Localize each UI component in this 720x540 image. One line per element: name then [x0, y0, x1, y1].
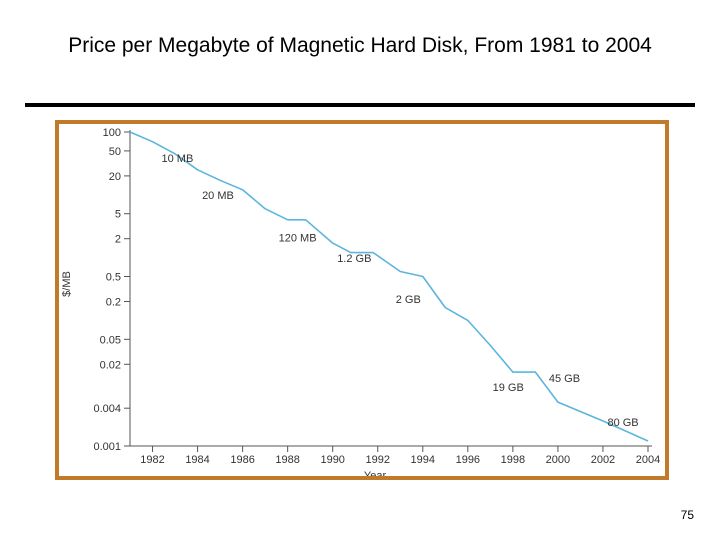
y-tick-label: 0.004: [93, 403, 121, 415]
x-tick-label: 2000: [546, 454, 570, 466]
capacity-label: 19 GB: [493, 382, 524, 394]
x-tick-label: 1984: [185, 454, 209, 466]
y-tick-label: 100: [103, 127, 121, 139]
y-tick-label: 0.001: [93, 441, 121, 453]
chart-frame: 100 50 20 5 2 0.5 0.2 0.05 0.02 0.004 0.001 1982 198…: [55, 120, 669, 480]
y-tick-label: 2: [115, 234, 121, 246]
y-tick-label: 20: [109, 171, 121, 183]
y-tick-label: 0.5: [106, 272, 121, 284]
x-tick-label: 1996: [456, 454, 480, 466]
page-number: 75: [680, 508, 694, 522]
x-tick-label: 1994: [411, 454, 435, 466]
capacity-label: 45 GB: [549, 373, 580, 385]
x-tick-label: 1998: [501, 454, 525, 466]
x-tick-label: 1982: [140, 454, 164, 466]
x-tick-label: 1990: [320, 454, 344, 466]
price-per-mb-chart: 100 50 20 5 2 0.5 0.2 0.05 0.02 0.004 0.001 1982 198…: [61, 127, 660, 476]
x-tick-label: 2002: [591, 454, 615, 466]
x-tick-label: 2004: [636, 454, 660, 466]
x-tick-label: 1992: [365, 454, 389, 466]
capacity-label: 20 MB: [202, 190, 234, 202]
slide-title: Price per Megabyte of Magnetic Hard Disk…: [68, 34, 652, 57]
y-tick-label: 0.05: [100, 334, 121, 346]
x-axis-title: Year: [364, 470, 387, 476]
y-tick-label: 0.2: [106, 296, 121, 308]
y-tick-label: 0.02: [100, 359, 121, 371]
y-axis-title: $/MB: [61, 271, 73, 297]
capacity-label: 80 GB: [607, 417, 638, 429]
x-tick-label: 1988: [275, 454, 299, 466]
capacity-label: 10 MB: [162, 153, 194, 165]
x-tick-label: 1986: [230, 454, 254, 466]
y-tick-label: 50: [109, 146, 121, 158]
capacity-label: 1.2 GB: [337, 253, 371, 265]
price-series-line: [129, 131, 649, 442]
capacity-label: 120 MB: [279, 233, 317, 245]
title-divider: [25, 103, 695, 107]
capacity-label: 2 GB: [396, 294, 421, 306]
y-tick-label: 5: [115, 209, 121, 221]
